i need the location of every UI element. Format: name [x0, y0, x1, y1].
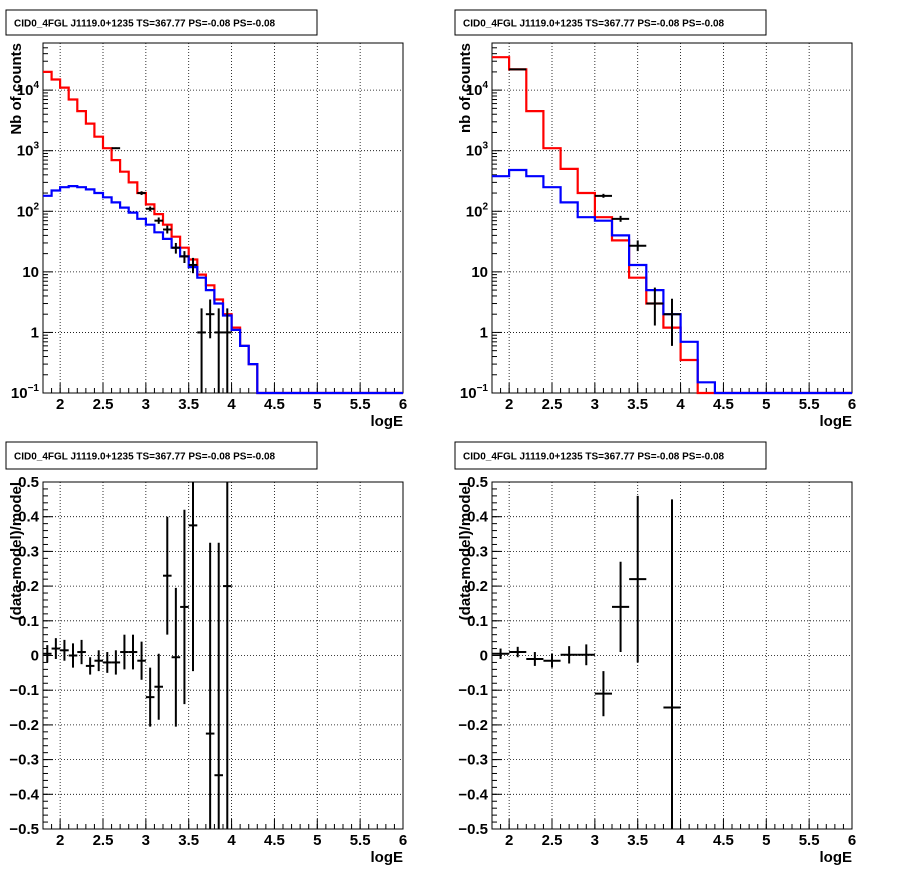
- y-tick-label: 10: [22, 264, 39, 281]
- plot-title: CID0_4FGL J1119.0+1235 TS=367.77 PS=-0.0…: [463, 452, 725, 463]
- y-tick-label: −0.1: [458, 682, 488, 699]
- x-tick-label: 4.5: [713, 396, 734, 413]
- y-tick-label: 0: [480, 648, 488, 665]
- data-point: [112, 147, 121, 149]
- x-axis-title: logE: [371, 849, 404, 866]
- y-tick-label: 103: [17, 141, 40, 160]
- y-tick-label: 10−1: [11, 383, 40, 402]
- x-tick-label: 3: [591, 832, 599, 849]
- y-tick-label: −0.1: [9, 682, 39, 699]
- y-tick-label: 10: [471, 264, 488, 281]
- x-tick-label: 3.5: [178, 832, 199, 849]
- x-tick-label: 5: [762, 832, 770, 849]
- plot-title-box: CID0_4FGL J1119.0+1235 TS=367.77 PS=-0.0…: [455, 10, 766, 35]
- x-tick-label: 2.5: [542, 396, 563, 413]
- y-tick-label: −0.5: [9, 821, 39, 838]
- x-tick-label: 5.5: [350, 396, 371, 413]
- x-tick-label: 5: [313, 832, 321, 849]
- plot-title: CID0_4FGL J1119.0+1235 TS=367.77 PS=-0.0…: [14, 452, 276, 463]
- x-tick-label: 2: [505, 832, 513, 849]
- x-tick-label: 2.5: [93, 832, 114, 849]
- x-tick-label: 2: [505, 396, 513, 413]
- y-axis-title-counts: nb of counts: [457, 43, 474, 133]
- y-tick-label: 1: [31, 324, 39, 341]
- y-axis-title-residual: (data-model)/model: [457, 482, 474, 620]
- x-tick-label: 2: [56, 832, 64, 849]
- x-axis-title: logE: [820, 849, 853, 866]
- y-tick-label: 1: [480, 324, 488, 341]
- y-tick-label: 10−1: [460, 383, 489, 402]
- plot-title-box: CID0_4FGL J1119.0+1235 TS=367.77 PS=-0.0…: [6, 442, 317, 469]
- x-axis-title: logE: [820, 413, 853, 430]
- x-tick-label: 3: [142, 396, 150, 413]
- x-tick-label: 2.5: [542, 832, 563, 849]
- y-axis-title-residual: (data-model)/model: [8, 482, 25, 620]
- plot-title-box: CID0_4FGL J1119.0+1235 TS=367.77 PS=-0.0…: [455, 442, 766, 469]
- y-tick-label: −0.2: [458, 717, 488, 734]
- x-tick-label: 5: [313, 396, 321, 413]
- x-tick-label: 3.5: [627, 832, 648, 849]
- x-tick-label: 3: [142, 832, 150, 849]
- x-tick-label: 4: [227, 396, 236, 413]
- x-tick-label: 6: [848, 832, 856, 849]
- x-axis-title: logE: [371, 413, 404, 430]
- x-tick-label: 4: [227, 832, 236, 849]
- x-tick-label: 4.5: [713, 832, 734, 849]
- x-tick-label: 5.5: [350, 832, 371, 849]
- plot-title: CID0_4FGL J1119.0+1235 TS=367.77 PS=-0.0…: [463, 19, 725, 30]
- x-tick-label: 2.5: [93, 396, 114, 413]
- y-tick-label: 102: [466, 201, 489, 220]
- y-tick-label: 102: [17, 201, 40, 220]
- plot-frame: [43, 43, 403, 393]
- x-tick-label: 6: [399, 832, 407, 849]
- x-tick-label: 4.5: [264, 832, 285, 849]
- plot-title-box: CID0_4FGL J1119.0+1235 TS=367.77 PS=-0.0…: [6, 10, 317, 35]
- x-tick-label: 6: [399, 396, 407, 413]
- y-tick-label: 0: [31, 648, 39, 665]
- x-tick-label: 5.5: [799, 396, 820, 413]
- x-tick-label: 4.5: [264, 396, 285, 413]
- x-tick-label: 3: [591, 396, 599, 413]
- y-axis-title-counts: Nb of counts: [8, 43, 25, 135]
- y-tick-label: −0.2: [9, 717, 39, 734]
- x-tick-label: 5: [762, 396, 770, 413]
- x-tick-label: 6: [848, 396, 856, 413]
- y-tick-label: −0.4: [458, 786, 488, 803]
- x-tick-label: 3.5: [627, 396, 648, 413]
- x-tick-label: 4: [676, 396, 685, 413]
- y-tick-label: −0.3: [9, 752, 39, 769]
- y-tick-label: 103: [466, 141, 489, 160]
- x-tick-label: 5.5: [799, 832, 820, 849]
- y-tick-label: −0.4: [9, 786, 39, 803]
- y-tick-label: −0.3: [458, 752, 488, 769]
- x-tick-label: 2: [56, 396, 64, 413]
- x-tick-label: 3.5: [178, 396, 199, 413]
- x-tick-label: 4: [676, 832, 685, 849]
- plot-title: CID0_4FGL J1119.0+1235 TS=367.77 PS=-0.0…: [14, 19, 276, 30]
- y-tick-label: −0.5: [458, 821, 488, 838]
